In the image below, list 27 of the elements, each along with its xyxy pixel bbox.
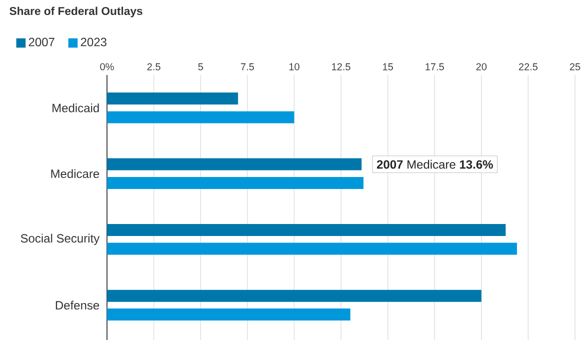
- x-tick-label: 25: [570, 63, 580, 70]
- bar: [107, 158, 362, 170]
- bar: [107, 111, 294, 124]
- x-tick-label: 0%: [100, 63, 114, 70]
- bar: [107, 242, 517, 255]
- bar: [107, 92, 238, 105]
- x-tick-label: 22.5: [518, 63, 538, 70]
- x-tick-label: 12.5: [332, 63, 350, 70]
- x-tick-label: 5: [198, 63, 203, 70]
- bar: [107, 224, 506, 236]
- annotation: 2007 Medicare 13.6%: [376, 160, 493, 169]
- y-tick-label: Medicaid: [52, 103, 99, 112]
- x-tick-label: 2.5: [147, 63, 160, 70]
- x-tick-label: 20: [476, 63, 487, 70]
- legend-label: 2023: [80, 38, 106, 46]
- y-tick-label: Medicare: [51, 169, 100, 178]
- y-tick-label: Social Security: [20, 234, 100, 245]
- x-tick-label: 15: [382, 63, 393, 70]
- y-tick-label: Defense: [56, 300, 100, 310]
- bar: [107, 308, 350, 320]
- legend-label: 2007: [28, 38, 54, 46]
- bar: [107, 176, 364, 189]
- chart-title: Share of Federal Outlays: [10, 6, 142, 18]
- bar: [107, 290, 482, 302]
- x-tick-label: 7.5: [240, 63, 254, 70]
- x-tick-label: 10: [289, 63, 300, 70]
- x-tick-label: 17.5: [426, 63, 444, 70]
